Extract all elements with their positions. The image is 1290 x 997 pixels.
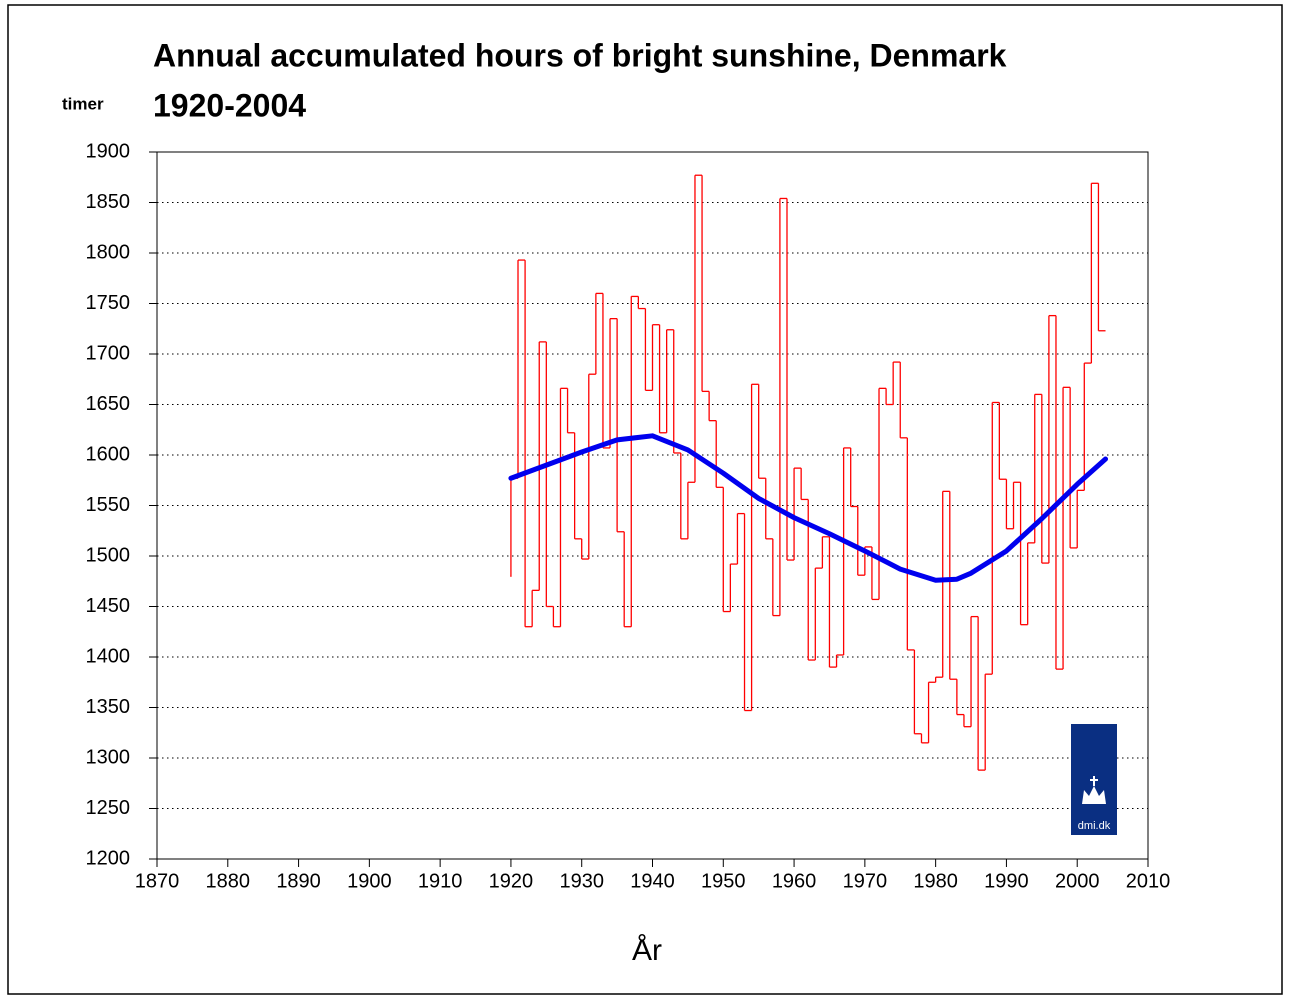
y-tick-label: 1750 bbox=[86, 292, 131, 314]
logo: dmi.dk bbox=[1071, 724, 1117, 835]
x-tick-label: 2010 bbox=[1126, 870, 1171, 892]
logo-text: dmi.dk bbox=[1078, 820, 1111, 832]
y-tick-label: 1500 bbox=[86, 544, 131, 566]
x-tick-label: 1930 bbox=[559, 870, 604, 892]
x-tick-label: 1960 bbox=[772, 870, 817, 892]
x-tick-label: 1990 bbox=[984, 870, 1029, 892]
y-tick-label: 1650 bbox=[86, 393, 131, 415]
x-tick-label: 1880 bbox=[206, 870, 251, 892]
logo-crown bbox=[1082, 786, 1106, 804]
y-tick-label: 1200 bbox=[86, 847, 131, 869]
y-tick-label: 1850 bbox=[86, 191, 131, 213]
trend-line bbox=[508, 433, 1109, 583]
x-tick-label: 1910 bbox=[418, 870, 463, 892]
x-tick-label: 1870 bbox=[135, 870, 180, 892]
x-tick-label: 1920 bbox=[489, 870, 534, 892]
y-tick-label: 1450 bbox=[86, 595, 131, 617]
y-tick-label: 1300 bbox=[86, 746, 131, 768]
page-frame bbox=[7, 4, 1283, 995]
chart-subtitle: 1920-2004 bbox=[153, 87, 306, 123]
y-tick-label: 1250 bbox=[86, 797, 131, 819]
x-tick-label: 1970 bbox=[843, 870, 888, 892]
y-tick-label: 1400 bbox=[86, 645, 131, 667]
x-tick-label: 1900 bbox=[347, 870, 392, 892]
y-tick-label: 1600 bbox=[86, 443, 131, 465]
x-tick-label: 1980 bbox=[913, 870, 958, 892]
y-tick-label: 1350 bbox=[86, 696, 131, 718]
x-tick-label: 2000 bbox=[1055, 870, 1100, 892]
x-tick-label: 1890 bbox=[276, 870, 321, 892]
y-tick-label: 1550 bbox=[86, 494, 131, 516]
y-tick-label: 1700 bbox=[86, 342, 131, 364]
y-axis-label: timer bbox=[62, 94, 104, 113]
x-tick-label: 1950 bbox=[701, 870, 746, 892]
x-axis-label: År bbox=[632, 934, 662, 967]
x-tick-label: 1940 bbox=[630, 870, 675, 892]
y-tick-label: 1800 bbox=[86, 241, 131, 263]
y-tick-label: 1900 bbox=[86, 140, 131, 162]
chart-title: Annual accumulated hours of bright sunsh… bbox=[153, 37, 1007, 73]
